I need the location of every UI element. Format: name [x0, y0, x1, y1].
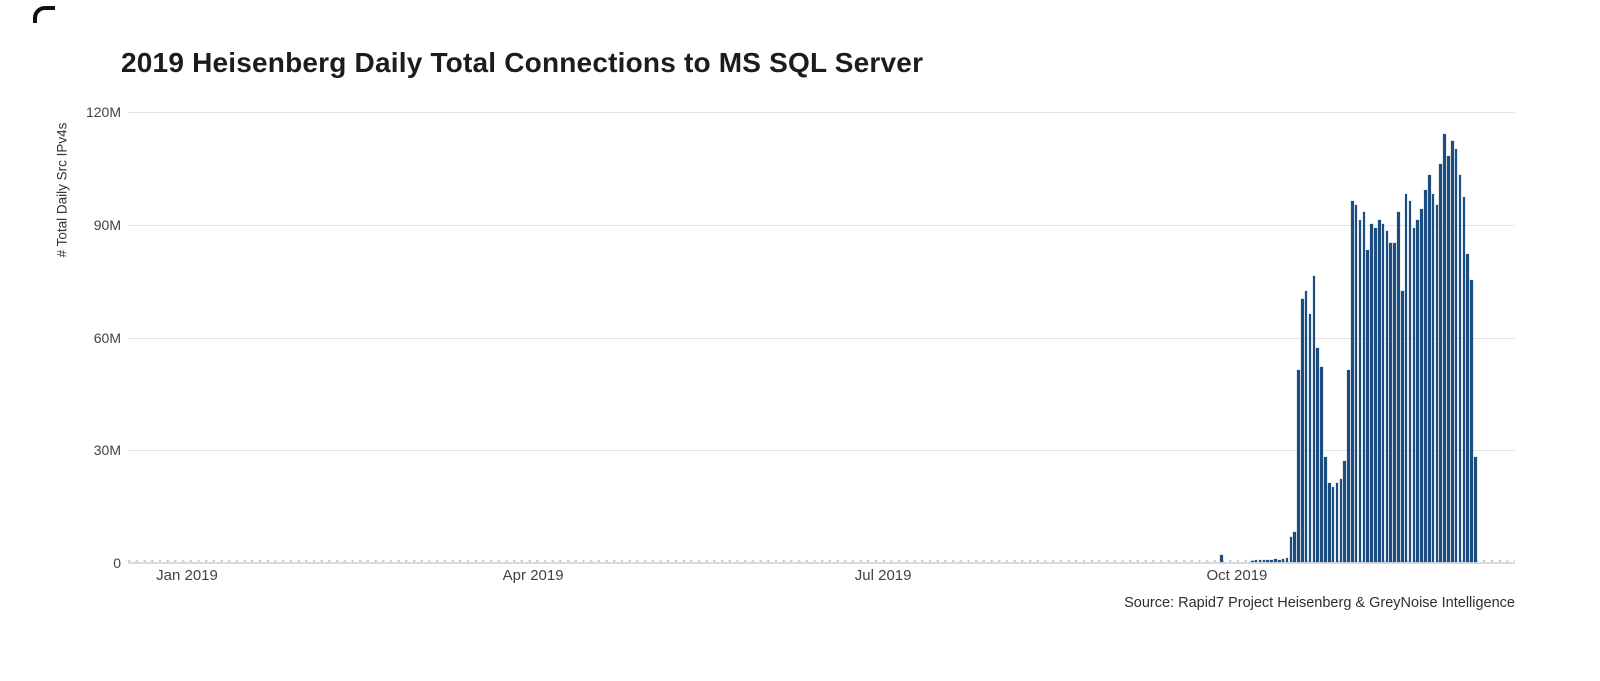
- bar: [1447, 156, 1450, 562]
- bar: [1416, 220, 1419, 562]
- bar: [1397, 212, 1400, 562]
- y-axis-title: # Total Daily Src IPv4s: [54, 122, 70, 258]
- plot-area: [128, 112, 1515, 564]
- bar: [1401, 291, 1404, 562]
- bar: [1393, 242, 1396, 562]
- bar: [1262, 559, 1266, 562]
- y-tick-label-0: 0: [113, 555, 121, 571]
- bar: [1377, 220, 1381, 562]
- bar: [1327, 483, 1331, 562]
- x-tick-label-jan-2019: Jan 2019: [156, 567, 218, 584]
- x-tick-label-oct-2019: Oct 2019: [1206, 567, 1268, 584]
- bar: [1254, 560, 1258, 562]
- bar: [1462, 197, 1466, 562]
- bar: [1343, 460, 1346, 562]
- bar: [1281, 559, 1285, 562]
- x-tick-label-apr-2019: Apr 2019: [502, 567, 564, 584]
- x-axis-line: [128, 562, 1515, 564]
- y-tick-label-90M: 90M: [93, 216, 121, 233]
- bar: [1351, 201, 1354, 562]
- bar: [1431, 193, 1435, 562]
- bar: [1454, 148, 1458, 562]
- bar: [1451, 141, 1454, 562]
- bar: [1424, 189, 1427, 562]
- bar: [1293, 531, 1296, 562]
- rounded-corner-mark: [33, 6, 55, 23]
- bar: [1466, 253, 1469, 562]
- bar: [1381, 223, 1385, 562]
- source-note: Source: Rapid7 Project Heisenberg & Grey…: [1124, 595, 1515, 611]
- bar: [1301, 298, 1304, 562]
- bar: [1366, 250, 1370, 562]
- bar: [1470, 280, 1473, 562]
- bar: [1474, 456, 1477, 562]
- gridline-30M: [128, 450, 1515, 452]
- gridline-60M: [128, 337, 1515, 339]
- bar: [1220, 555, 1223, 562]
- gridline-90M: [128, 224, 1515, 226]
- bar: [1389, 242, 1393, 562]
- bar: [1274, 559, 1277, 562]
- bar: [1251, 560, 1254, 562]
- near-zero-baseline-bars: [128, 560, 1515, 562]
- bar: [1458, 174, 1462, 562]
- bar: [1385, 231, 1389, 562]
- bar: [1331, 486, 1335, 562]
- bar: [1277, 559, 1281, 562]
- bar: [1358, 220, 1362, 562]
- bar: [1347, 370, 1350, 562]
- gridline-120M: [128, 112, 1515, 113]
- bar: [1335, 483, 1339, 562]
- bar: [1308, 313, 1312, 562]
- bar: [1408, 201, 1412, 562]
- x-tick-label-jul-2019: Jul 2019: [854, 567, 912, 584]
- bar: [1304, 291, 1308, 562]
- bar: [1443, 133, 1446, 562]
- bar: [1289, 537, 1293, 562]
- bar: [1270, 559, 1273, 562]
- bar: [1339, 479, 1343, 562]
- bar: [1312, 276, 1316, 562]
- bar: [1370, 223, 1373, 562]
- bar: [1374, 227, 1377, 562]
- bar: [1316, 347, 1320, 562]
- bar: [1266, 560, 1270, 562]
- bar: [1362, 212, 1366, 562]
- bar: [1404, 193, 1408, 562]
- y-tick-label-60M: 60M: [93, 329, 121, 346]
- bar: [1285, 558, 1289, 562]
- bar: [1412, 227, 1416, 562]
- y-tick-label-30M: 30M: [93, 442, 121, 459]
- bar: [1420, 208, 1423, 562]
- page-title: 2019 Heisenberg Daily Total Connections …: [121, 47, 924, 78]
- bar: [1435, 204, 1439, 562]
- bar: [1324, 456, 1327, 562]
- bar: [1258, 560, 1262, 562]
- y-tick-label-120M: 120M: [85, 104, 121, 120]
- bar: [1297, 370, 1300, 562]
- bar: [1354, 204, 1358, 562]
- bar: [1439, 163, 1443, 562]
- bar: [1427, 174, 1431, 562]
- bar: [1320, 366, 1323, 562]
